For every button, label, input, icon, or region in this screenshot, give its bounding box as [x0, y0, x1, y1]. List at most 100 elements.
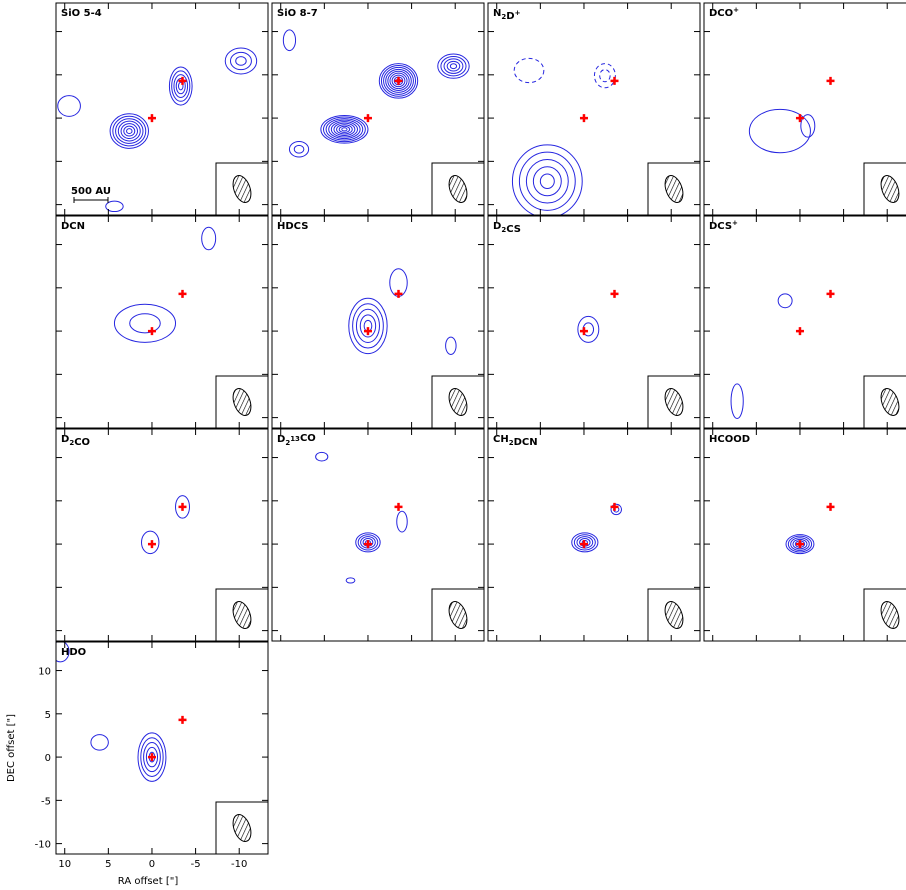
source-marker [795, 540, 804, 549]
source-marker [147, 753, 156, 762]
beam [232, 814, 252, 842]
panel: HCOOD [703, 428, 906, 642]
panel-content [57, 47, 258, 213]
title-part: D [277, 434, 285, 445]
contour [787, 535, 813, 553]
title-part: SiO 8-7 [277, 8, 318, 19]
source-marker [826, 289, 835, 298]
contour [140, 737, 164, 777]
panel-title: SiO 8-7 [277, 8, 318, 19]
panel-frame [271, 2, 485, 216]
source-marker [178, 715, 187, 724]
source-marker [610, 502, 619, 511]
contour [577, 315, 600, 343]
title-part: D [506, 11, 514, 22]
beam [880, 601, 900, 629]
source-marker [178, 76, 187, 85]
contour [443, 58, 464, 74]
contour [140, 530, 160, 555]
contour [336, 124, 353, 135]
title-part: CO [300, 433, 316, 444]
contour [571, 532, 599, 553]
contour [129, 313, 161, 334]
contour [792, 538, 808, 550]
panel-frame [487, 2, 701, 216]
title-part: DCN [61, 221, 85, 232]
panel-title: D2CO [61, 434, 90, 448]
panel-title: DCN [61, 221, 85, 232]
beam [232, 388, 252, 416]
source-marker [610, 289, 619, 298]
panel: DCO+ [703, 2, 906, 216]
x-tick-label: 10 [58, 859, 71, 870]
contour [325, 118, 364, 141]
title-part: 2 [69, 439, 74, 447]
panel: CH2DCN [487, 428, 701, 642]
panel: D2CS [487, 215, 701, 429]
contour [320, 114, 369, 144]
contour [177, 81, 184, 91]
scale-bar [73, 197, 109, 203]
panel-frame [271, 215, 485, 429]
panel-title: CH2DCN [493, 434, 538, 448]
panel-content [785, 502, 835, 555]
panel: DCS+ [703, 215, 906, 429]
source-marker [363, 540, 372, 549]
contour [168, 66, 193, 106]
beam [448, 388, 468, 416]
source-marker [394, 289, 403, 298]
title-part: DCN [514, 437, 538, 448]
contour [593, 63, 616, 89]
contour [389, 72, 408, 90]
beam [664, 388, 684, 416]
contour [387, 70, 410, 91]
contour [57, 95, 81, 117]
y-tick-label: 5 [45, 710, 51, 721]
contour [437, 53, 470, 79]
scale-bar-label: 500 AU [71, 186, 111, 197]
contour [449, 63, 458, 70]
contour [293, 144, 305, 154]
contour [539, 173, 555, 190]
title-part: HCOOD [709, 434, 750, 445]
source-marker [795, 327, 804, 336]
contour [730, 383, 744, 419]
contour [440, 55, 467, 77]
contour [113, 303, 177, 343]
panel-title: D2CS [493, 221, 521, 235]
x-axis-label: RA offset ["] [118, 876, 179, 887]
panel-frame [703, 215, 906, 429]
y-tick-label: 10 [38, 667, 51, 678]
title-part: CO [74, 437, 90, 448]
source-marker [795, 114, 804, 123]
source-marker [363, 327, 372, 336]
contour [599, 69, 611, 83]
panel-content [56, 642, 187, 782]
contour [175, 77, 186, 95]
contour [115, 118, 144, 144]
contour [328, 119, 361, 140]
title-part: HDO [61, 647, 86, 658]
contour [352, 303, 384, 349]
y-axis-label: DEC offset ["] [6, 714, 17, 782]
title-part: + [732, 219, 738, 227]
title-part: 2 [501, 226, 506, 234]
contour [109, 113, 149, 149]
panel-frame [271, 428, 485, 642]
contour [383, 66, 414, 95]
contour [355, 308, 380, 344]
contour [396, 510, 408, 533]
panel-frame [55, 641, 269, 855]
title-part: CH [493, 434, 509, 445]
contour [143, 742, 161, 773]
panel-frame [487, 215, 701, 429]
contour [224, 47, 258, 75]
beam [232, 601, 252, 629]
y-tick-label: -10 [35, 840, 51, 851]
panel-title: SiO 5-4 [61, 8, 102, 19]
source-marker [394, 76, 403, 85]
contour [112, 115, 147, 147]
panel-content [730, 289, 835, 419]
panel-title: HCOOD [709, 434, 750, 445]
